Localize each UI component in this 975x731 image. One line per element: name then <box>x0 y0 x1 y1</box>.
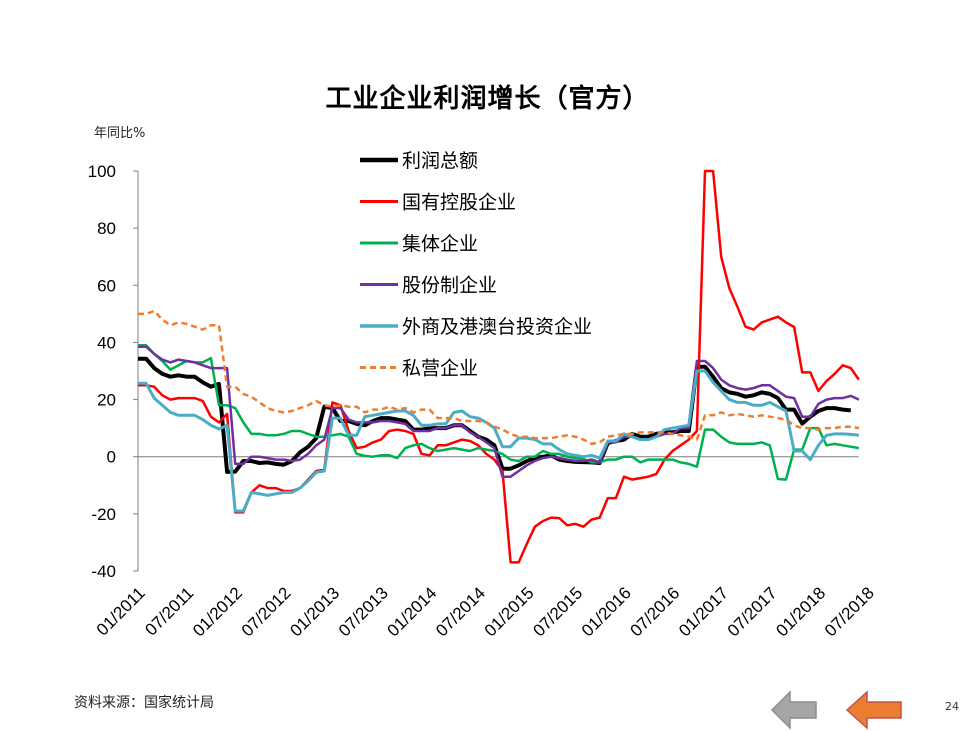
legend-label: 外商及港澳台投资企业 <box>402 316 592 338</box>
series-line <box>138 344 860 481</box>
x-tick-label: 07/2018 <box>821 583 878 640</box>
x-tick-label: 01/2012 <box>189 583 246 640</box>
x-tick-label: 07/2017 <box>724 583 781 640</box>
y-tick-label: -20 <box>91 505 116 524</box>
x-tick-label: 07/2014 <box>432 583 489 640</box>
page-number: 24 <box>945 700 959 713</box>
source-note: 资料来源：国家统计局 <box>74 695 214 711</box>
legend-label: 利润总额 <box>402 150 478 172</box>
y-tick-label: 0 <box>107 448 116 467</box>
legend-label: 集体企业 <box>402 233 478 255</box>
y-tick-labels: 100 80 60 40 20 0 -20 -40 <box>88 162 116 581</box>
legend-label: 私营企业 <box>402 358 478 380</box>
x-tick-label: 07/2011 <box>141 583 197 639</box>
arrow-left-orange-icon[interactable] <box>845 690 903 730</box>
series-lines <box>138 169 860 564</box>
y-tick-label: 20 <box>97 391 116 410</box>
x-tick-label: 01/2015 <box>481 583 538 640</box>
x-tick-label: 01/2017 <box>675 583 732 640</box>
x-tick-label: 01/2018 <box>772 583 829 640</box>
x-tick-label: 01/2016 <box>578 583 635 640</box>
series-line <box>138 369 860 513</box>
x-tick-label: 07/2012 <box>238 583 295 640</box>
y-tick-label: 40 <box>97 333 116 352</box>
chart-title: 工业企业利润增长（官方） <box>325 84 650 114</box>
y-tick-label: 80 <box>97 219 116 238</box>
arrow-left-gray-icon[interactable] <box>770 690 818 730</box>
series-line <box>138 356 851 474</box>
legend-label: 国有控股企业 <box>402 192 516 214</box>
x-tick-label: 01/2011 <box>93 583 149 639</box>
x-tick-label: 07/2013 <box>335 583 392 640</box>
x-tick-label: 07/2015 <box>529 583 586 640</box>
y-tick-label: 100 <box>88 162 116 181</box>
x-tick-label: 07/2016 <box>627 583 684 640</box>
x-tick-labels: 01/201107/201101/201207/201201/201307/20… <box>93 583 878 640</box>
series-line <box>138 309 860 446</box>
y-axis-unit-label: 年同比% <box>94 126 146 141</box>
x-tick-label: 01/2013 <box>286 583 343 640</box>
series-line <box>138 345 860 478</box>
y-tick-label: -40 <box>91 562 116 581</box>
legend-label: 股份制企业 <box>402 275 497 297</box>
x-tick-label: 01/2014 <box>384 583 441 640</box>
y-tick-label: 60 <box>97 276 116 295</box>
